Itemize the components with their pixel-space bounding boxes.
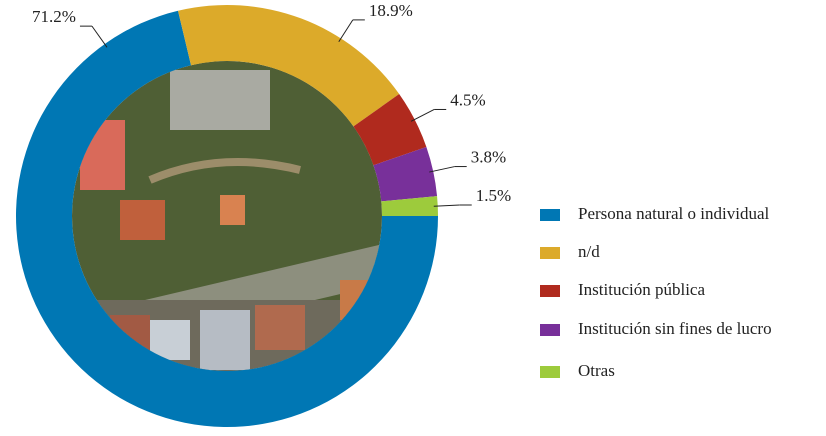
legend-swatch — [540, 366, 560, 378]
value-label: 3.8% — [471, 147, 506, 166]
value-label: 71.2% — [32, 7, 76, 26]
value-label: 4.5% — [450, 90, 485, 109]
legend-label: Otras — [578, 361, 615, 380]
legend-label: Institución sin fines de lucro — [578, 319, 772, 338]
page: {"chart_data": {"type": "donut", "catego… — [0, 0, 826, 436]
legend-label: n/d — [578, 242, 600, 261]
chart: 71.2% 18.9% 4.5% 3.8% 1.5% Persona natural o … — [0, 0, 826, 431]
legend-swatch — [540, 285, 560, 297]
leader-line — [339, 20, 353, 42]
value-label: 1.5% — [476, 186, 511, 205]
leader-line — [429, 167, 454, 173]
legend-label: Persona natural o individual — [578, 204, 769, 223]
legend-swatch — [540, 247, 560, 259]
legend-label: Institución pública — [578, 280, 705, 299]
legend-swatch — [540, 209, 560, 221]
legend-swatch — [540, 324, 560, 336]
leader-line — [92, 26, 107, 47]
leader-line — [411, 109, 434, 121]
value-label: 18.9% — [369, 1, 413, 20]
